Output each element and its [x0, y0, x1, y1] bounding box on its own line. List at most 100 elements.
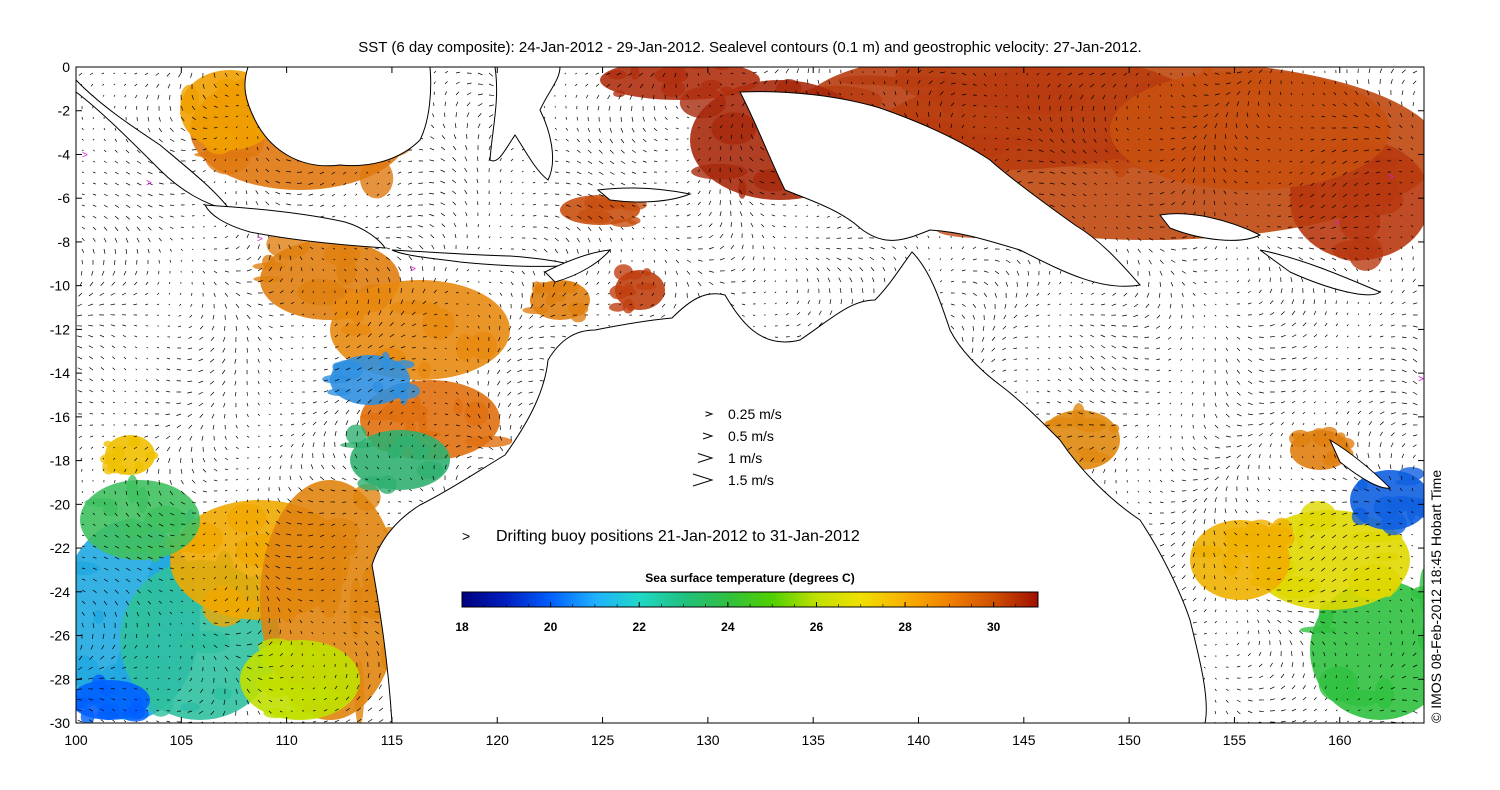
velocity-vector — [224, 72, 228, 77]
velocity-vector — [224, 554, 227, 558]
velocity-vector — [323, 697, 327, 701]
velocity-vector — [235, 246, 240, 250]
velocity-vector — [178, 677, 182, 681]
velocity-vector — [213, 281, 217, 286]
velocity-vector — [92, 633, 94, 639]
sst-patch-fragment — [314, 543, 343, 618]
velocity-vector — [81, 215, 86, 218]
velocity-vector — [168, 666, 171, 669]
velocity-vector — [620, 182, 626, 186]
velocity-vector — [323, 368, 328, 371]
velocity-vector — [80, 270, 83, 276]
velocity-vector — [257, 358, 260, 363]
velocity-vector — [476, 190, 479, 195]
sst-patch-fragment — [130, 588, 160, 638]
velocity-vector — [341, 489, 347, 492]
velocity-vector — [400, 422, 403, 426]
velocity-vector — [257, 391, 260, 395]
velocity-vector — [199, 699, 204, 704]
velocity-vector — [255, 179, 259, 184]
velocity-vector — [286, 533, 292, 536]
velocity-vector — [343, 545, 347, 549]
velocity-vector — [224, 126, 228, 129]
velocity-vector — [509, 424, 512, 430]
velocity-vector — [454, 233, 457, 239]
velocity-vector — [136, 248, 139, 254]
velocity-vector — [389, 432, 392, 437]
velocity-vector — [155, 390, 160, 393]
velocity-vector — [444, 454, 448, 459]
velocity-vector — [616, 72, 622, 76]
velocity-vector — [366, 442, 369, 448]
velocity-vector — [477, 113, 482, 118]
velocity-vector — [354, 600, 358, 602]
velocity-vector — [135, 633, 138, 639]
velocity-vector — [587, 237, 591, 243]
velocity-vector — [312, 411, 317, 415]
velocity-vector — [102, 446, 105, 449]
velocity-vector — [191, 644, 194, 648]
velocity-vector — [576, 248, 579, 254]
velocity-vector — [334, 345, 339, 349]
velocity-vector — [290, 289, 294, 294]
sst-patch-fragment — [1222, 527, 1258, 540]
velocity-vector — [221, 369, 226, 375]
velocity-vector — [584, 292, 589, 296]
velocity-vector — [255, 190, 259, 195]
velocity-vector — [344, 567, 347, 570]
velocity-vector — [563, 281, 567, 287]
velocity-vector — [180, 468, 183, 474]
velocity-vector — [125, 490, 128, 495]
sst-patch-fragment — [1273, 576, 1321, 599]
velocity-vector — [191, 116, 197, 121]
velocity-vector — [554, 215, 560, 218]
sst-patch-fragment — [203, 126, 235, 155]
velocity-vector — [444, 464, 447, 470]
velocity-vector — [144, 413, 149, 415]
velocity-vector — [180, 237, 184, 240]
velocity-vector — [354, 268, 358, 272]
velocity-vector — [125, 512, 130, 517]
velocity-vector — [125, 523, 130, 528]
velocity-vector — [100, 378, 105, 382]
velocity-vector — [455, 91, 460, 96]
sst-patch-fragment — [327, 388, 352, 396]
velocity-vector — [573, 325, 578, 327]
velocity-vector — [387, 193, 391, 197]
sst-patch-fragment — [297, 278, 346, 306]
velocity-vector — [235, 281, 241, 284]
velocity-vector — [113, 446, 116, 449]
velocity-vector — [587, 182, 593, 186]
velocity-vector — [255, 553, 259, 558]
velocity-vector — [440, 180, 446, 184]
velocity-vector — [123, 367, 127, 371]
velocity-vector — [189, 435, 193, 441]
velocity-vector — [301, 412, 306, 415]
velocity-vector — [466, 314, 469, 317]
velocity-vector — [286, 182, 292, 184]
velocity-vector — [211, 699, 215, 705]
velocity-vector — [213, 270, 218, 274]
velocity-vector — [477, 325, 480, 329]
velocity-vector — [246, 677, 251, 682]
velocity-vector — [400, 299, 404, 305]
velocity-vector — [585, 72, 589, 75]
velocity-vector — [333, 621, 336, 624]
velocity-vector — [642, 138, 647, 143]
velocity-vector — [113, 259, 116, 265]
velocity-vector — [378, 421, 381, 426]
velocity-vector — [187, 358, 193, 360]
velocity-vector — [364, 478, 369, 481]
velocity-vector — [246, 256, 252, 261]
velocity-vector — [299, 256, 303, 261]
velocity-vector — [628, 83, 633, 88]
velocity-vector — [158, 534, 164, 537]
velocity-vector — [224, 621, 230, 624]
velocity-vector — [268, 629, 272, 635]
velocity-vector — [190, 446, 193, 452]
velocity-vector — [529, 314, 534, 319]
velocity-vector — [135, 357, 138, 360]
velocity-vector — [585, 83, 589, 87]
velocity-vector — [429, 213, 435, 217]
velocity-vector — [466, 336, 469, 340]
